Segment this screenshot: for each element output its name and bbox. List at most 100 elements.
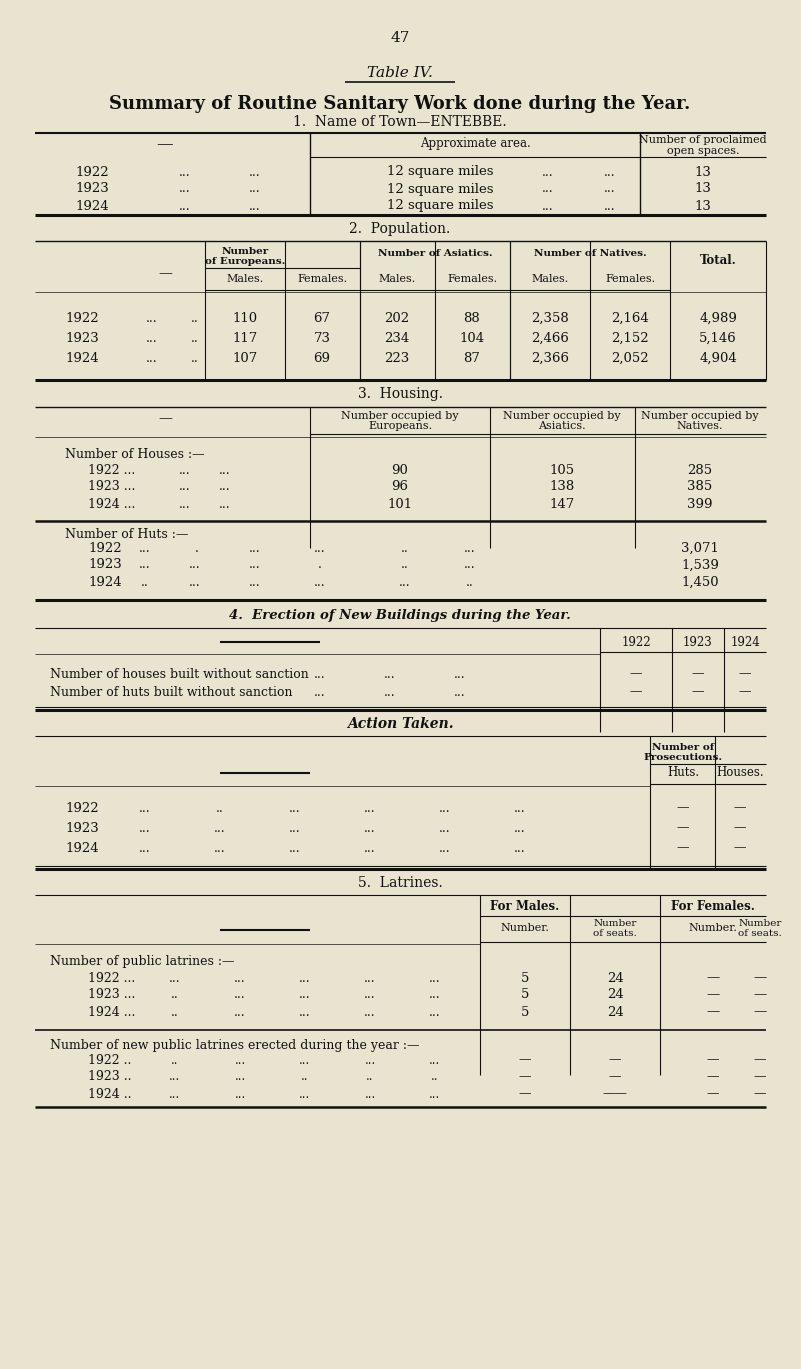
Text: 1924 ..: 1924 ..	[88, 1087, 131, 1101]
Text: 87: 87	[464, 352, 481, 364]
Text: 4,989: 4,989	[699, 312, 737, 324]
Text: 1922 ...: 1922 ...	[88, 972, 135, 984]
Text: ..: ..	[401, 559, 409, 571]
Text: ...: ...	[249, 166, 261, 178]
Text: ...: ...	[604, 182, 616, 196]
Text: 101: 101	[388, 497, 413, 511]
Text: ...: ...	[364, 972, 376, 984]
Text: Summary of Routine Sanitary Work done during the Year.: Summary of Routine Sanitary Work done du…	[109, 94, 690, 114]
Text: —: —	[630, 686, 642, 698]
Text: For Males.: For Males.	[490, 901, 560, 913]
Text: 1922: 1922	[75, 166, 109, 178]
Text: Action Taken.: Action Taken.	[347, 717, 453, 731]
Text: 4.  Erection of New Buildings during the Year.: 4. Erection of New Buildings during the …	[229, 608, 571, 622]
Text: 1924: 1924	[731, 635, 760, 649]
Text: ...: ...	[169, 1071, 180, 1083]
Text: 1922: 1922	[65, 801, 99, 815]
Text: —: —	[739, 668, 751, 680]
Text: 2,164: 2,164	[611, 312, 649, 324]
Text: 2.  Population.: 2. Population.	[349, 222, 451, 235]
Text: 1922: 1922	[622, 635, 650, 649]
Text: Huts.: Huts.	[667, 767, 699, 779]
Text: ...: ...	[289, 842, 301, 854]
Text: 1922 ..: 1922 ..	[88, 1054, 131, 1066]
Text: ...: ...	[249, 182, 261, 196]
Text: Number of houses built without sanction: Number of houses built without sanction	[50, 668, 308, 680]
Text: —: —	[706, 1005, 719, 1019]
Text: ...: ...	[214, 842, 226, 854]
Text: ...: ...	[454, 686, 466, 698]
Text: ..: ..	[191, 312, 199, 324]
Text: —: —	[706, 1087, 719, 1101]
Text: 5: 5	[521, 988, 529, 1002]
Text: 1923 ...: 1923 ...	[88, 481, 135, 493]
Text: ..: ..	[401, 542, 409, 554]
Text: 96: 96	[392, 481, 409, 493]
Text: 107: 107	[232, 352, 258, 364]
Text: —: —	[692, 686, 704, 698]
Text: 1923 ...: 1923 ...	[88, 988, 135, 1002]
Text: 13: 13	[694, 200, 711, 212]
Text: 399: 399	[687, 497, 713, 511]
Text: 2,358: 2,358	[531, 312, 569, 324]
Text: ...: ...	[429, 1054, 441, 1066]
Text: —: —	[519, 1054, 531, 1066]
Text: 12 square miles: 12 square miles	[387, 200, 493, 212]
Text: ...: ...	[235, 1054, 246, 1066]
Text: 1.  Name of Town—ENTEBBE.: 1. Name of Town—ENTEBBE.	[293, 115, 507, 129]
Text: ..: ..	[171, 1005, 179, 1019]
Text: Number: Number	[221, 248, 268, 256]
Text: —: —	[157, 137, 173, 153]
Text: Number of Asiatics.: Number of Asiatics.	[378, 249, 493, 257]
Text: ...: ...	[289, 821, 301, 835]
Text: —: —	[158, 266, 172, 281]
Text: 5.  Latrines.: 5. Latrines.	[357, 876, 442, 890]
Text: Number: Number	[739, 920, 782, 928]
Text: .: .	[191, 542, 199, 554]
Text: ...: ...	[542, 166, 553, 178]
Text: ...: ...	[429, 988, 441, 1002]
Text: Number occupied by: Number occupied by	[503, 411, 621, 422]
Text: —: —	[677, 821, 689, 835]
Text: Number of public latrines :—: Number of public latrines :—	[50, 956, 235, 968]
Text: 1,450: 1,450	[681, 575, 718, 589]
Text: Total.: Total.	[699, 253, 736, 267]
Text: ...: ...	[514, 842, 525, 854]
Text: 73: 73	[313, 331, 331, 345]
Text: ...: ...	[364, 842, 376, 854]
Text: Asiatics.: Asiatics.	[538, 422, 586, 431]
Text: ...: ...	[234, 972, 246, 984]
Text: Number.: Number.	[501, 923, 549, 934]
Text: 1923: 1923	[683, 635, 713, 649]
Text: ...: ...	[139, 801, 151, 815]
Text: Number occupied by: Number occupied by	[641, 411, 759, 422]
Text: —: —	[677, 842, 689, 854]
Text: ...: ...	[235, 1087, 246, 1101]
Text: 2,466: 2,466	[531, 331, 569, 345]
Text: ...: ...	[189, 559, 201, 571]
Text: 5: 5	[521, 972, 529, 984]
Text: ...: ...	[314, 686, 326, 698]
Text: open spaces.: open spaces.	[666, 146, 739, 156]
Text: —: —	[706, 988, 719, 1002]
Text: 1922 ...: 1922 ...	[88, 464, 135, 476]
Text: 67: 67	[313, 312, 331, 324]
Text: ...: ...	[179, 481, 191, 493]
Text: ...: ...	[139, 842, 151, 854]
Text: ...: ...	[604, 166, 616, 178]
Text: 4,904: 4,904	[699, 352, 737, 364]
Text: ...: ...	[179, 166, 191, 178]
Text: ...: ...	[439, 821, 451, 835]
Text: 1924 ...: 1924 ...	[88, 497, 135, 511]
Text: 1923: 1923	[65, 331, 99, 345]
Text: 223: 223	[384, 352, 409, 364]
Text: Prosecutions.: Prosecutions.	[643, 753, 723, 761]
Text: ...: ...	[169, 972, 181, 984]
Text: ..: ..	[191, 352, 199, 364]
Text: Males.: Males.	[531, 274, 569, 283]
Text: —: —	[754, 1005, 767, 1019]
Text: 1923: 1923	[75, 182, 109, 196]
Text: ...: ...	[219, 481, 231, 493]
Text: Number of Natives.: Number of Natives.	[533, 249, 646, 257]
Text: of seats.: of seats.	[739, 928, 782, 938]
